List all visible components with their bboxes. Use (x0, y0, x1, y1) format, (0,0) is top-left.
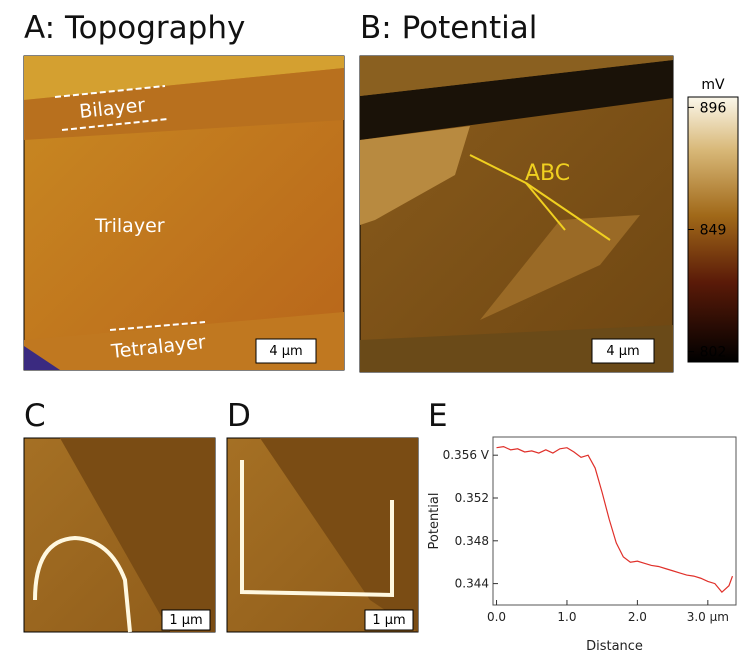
potential-image (359, 55, 674, 373)
x-tick-label: 2.0 (628, 610, 647, 624)
x-tick-label: 1.0 (557, 610, 576, 624)
panel-title: E (428, 398, 448, 434)
scale-bar: 4 µm (269, 344, 302, 359)
image-c (23, 437, 216, 633)
line-chart: 0.356 V 0.352 0.348 0.344 0.0 1.0 2.0 3.0 µm Dis… (427, 436, 737, 654)
x-tick-label: 3.0 µm (687, 610, 729, 624)
annotation: ABC (525, 161, 570, 186)
image-d (226, 437, 419, 633)
plot-frame (492, 436, 737, 606)
scale-bar-box (161, 609, 211, 631)
colorbar-tick-label: 896 (700, 100, 727, 116)
data-line (496, 446, 734, 594)
scale-bar: 1 µm (169, 613, 202, 628)
panel-title: C (24, 398, 46, 434)
colorbar-tick-label: 849 (700, 223, 727, 239)
scale-bar: 1 µm (372, 613, 405, 628)
y-tick-label: 0.348 (455, 534, 489, 548)
scale-bar: 4 µm (606, 344, 639, 359)
panel-title: A: Topography (24, 10, 245, 46)
x-tick-label: 0.0 (487, 610, 506, 624)
colorbar (687, 96, 739, 363)
scale-bar-box (255, 338, 317, 364)
panel-title: D (227, 398, 251, 434)
panel-title: B: Potential (360, 10, 537, 46)
colorbar-tick-label: 802 (700, 345, 727, 361)
y-tick-label: 0.356 V (443, 448, 490, 462)
scale-bar-box (591, 338, 655, 364)
x-axis-label: Distance (586, 639, 643, 654)
topography-image (23, 55, 345, 371)
layer-label: Trilayer (94, 215, 165, 237)
y-tick-label: 0.344 (455, 577, 489, 591)
colorbar-unit: mV (701, 77, 725, 93)
y-tick-label: 0.352 (455, 491, 489, 505)
scale-bar-box (364, 609, 414, 631)
y-axis-label: Potential (427, 493, 442, 550)
